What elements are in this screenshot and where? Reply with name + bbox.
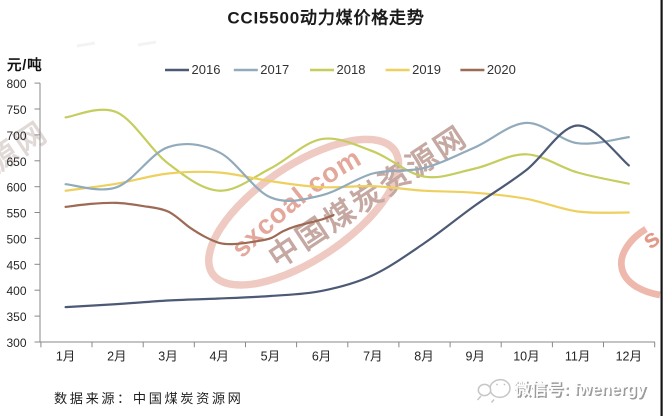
svg-text:400: 400 [6,284,26,298]
svg-text:微信号: fwenergy: 微信号: fwenergy [515,380,649,400]
svg-text:5月: 5月 [261,350,280,364]
svg-text:1月: 1月 [56,350,75,364]
svg-text:12月: 12月 [616,350,642,364]
svg-text:2016: 2016 [192,62,221,77]
svg-text:6月: 6月 [312,350,331,364]
svg-text:3月: 3月 [158,350,177,364]
svg-text:2月: 2月 [107,350,126,364]
svg-text:7月: 7月 [363,350,382,364]
svg-text:9月: 9月 [465,350,484,364]
svg-text:450: 450 [6,258,26,272]
svg-text:2018: 2018 [337,62,366,77]
svg-text:2017: 2017 [260,62,289,77]
svg-text:2020: 2020 [487,62,516,77]
svg-text:4月: 4月 [209,350,228,364]
svg-text:550: 550 [6,207,26,221]
svg-text:数据来源：中国煤炭资源网: 数据来源：中国煤炭资源网 [54,391,243,406]
svg-text:元/吨: 元/吨 [7,56,42,74]
svg-text:10月: 10月 [513,350,539,364]
svg-text:800: 800 [6,77,26,91]
svg-text:微信号: fwenergy: 微信号: fwenergy [513,379,647,399]
svg-text:700: 700 [6,129,26,143]
svg-text:500: 500 [6,232,26,246]
svg-text:11月: 11月 [565,350,590,364]
svg-text:350: 350 [6,310,26,324]
svg-text:750: 750 [6,103,26,117]
svg-text:8月: 8月 [414,350,433,364]
svg-text:300: 300 [6,336,26,350]
svg-text:650: 650 [6,155,26,169]
svg-text:2019: 2019 [412,62,441,77]
svg-text:600: 600 [6,181,26,195]
svg-text:CCI5500动力煤价格走势: CCI5500动力煤价格走势 [227,8,424,28]
